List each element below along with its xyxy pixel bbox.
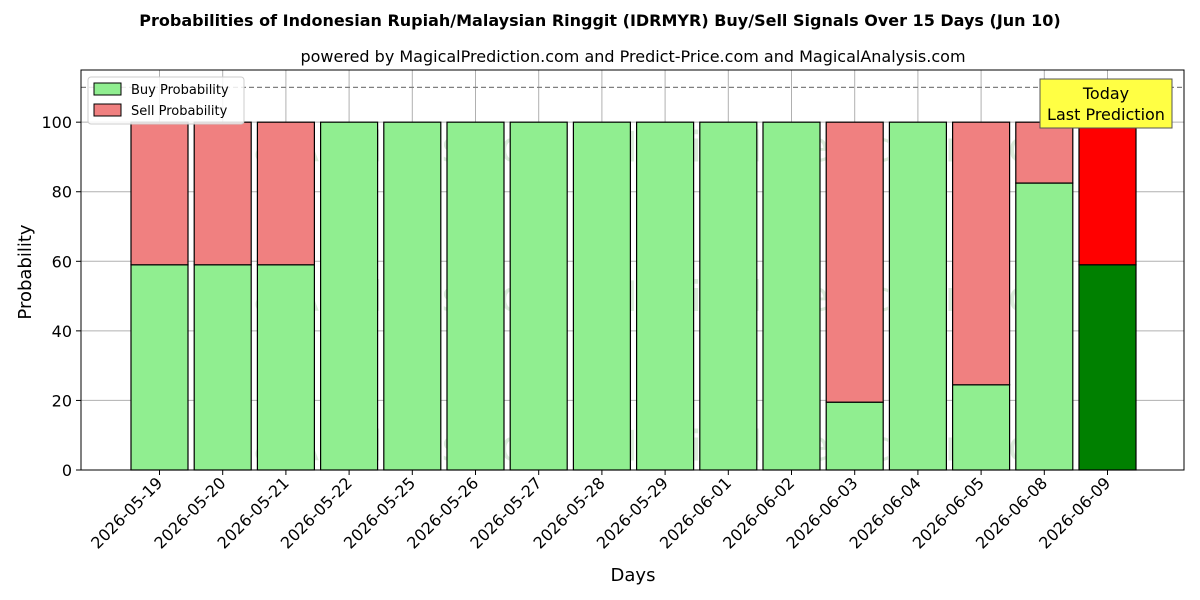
bar-buy xyxy=(572,121,632,471)
bar-buy xyxy=(256,264,315,471)
chart-subtitle: powered by MagicalPrediction.com and Pre… xyxy=(300,47,965,66)
y-tick-label: 100 xyxy=(41,113,72,132)
bar-buy xyxy=(1015,182,1074,471)
y-axis-ticks: 0 20 40 60 80 100 xyxy=(41,113,81,480)
bar-buy xyxy=(888,121,948,471)
bar-sell xyxy=(193,121,252,266)
x-axis-label: Days xyxy=(611,565,656,586)
annotation-box xyxy=(1039,78,1173,129)
x-axis-ticks: 2026-05-192026-05-202026-05-212026-05-22… xyxy=(87,470,1114,553)
legend-box xyxy=(87,76,245,125)
bar-buy xyxy=(635,121,695,471)
bar-sell xyxy=(1015,121,1074,184)
bar-buy xyxy=(762,121,821,471)
bar-buy xyxy=(699,121,758,471)
chart-title: Probabilities of Indonesian Rupiah/Malay… xyxy=(139,11,1060,30)
bar-buy xyxy=(1078,264,1137,471)
bar-buy xyxy=(320,121,379,471)
y-tick-label: 40 xyxy=(52,322,72,341)
y-tick-label: 60 xyxy=(52,252,72,271)
bar-sell xyxy=(1078,121,1137,266)
bar-sell xyxy=(256,121,315,266)
bar-buy xyxy=(825,401,884,471)
bar-buy xyxy=(951,384,1011,471)
bar-buy xyxy=(509,121,568,471)
bar-buy xyxy=(130,264,189,471)
bar-layer xyxy=(130,121,1137,471)
legend-label-buy: Buy Probability xyxy=(131,83,229,98)
annotation-line1: Today xyxy=(1082,84,1129,103)
annotation-line2: Last Prediction xyxy=(1047,105,1165,124)
legend: Buy Probability Sell Probability xyxy=(87,76,245,125)
today-annotation: Today Last Prediction xyxy=(1039,78,1173,129)
bar-sell xyxy=(825,121,884,403)
bar-sell xyxy=(130,121,189,266)
bar-buy xyxy=(383,121,442,471)
bar-buy xyxy=(193,264,252,471)
legend-swatch-sell xyxy=(93,103,122,117)
y-axis-label: Probability xyxy=(15,224,36,319)
y-tick-label: 0 xyxy=(62,461,72,480)
plot-frame xyxy=(80,69,1185,471)
legend-label-sell: Sell Probability xyxy=(131,104,228,119)
y-tick-label: 20 xyxy=(52,391,72,410)
bar-buy xyxy=(446,121,505,471)
legend-swatch-buy xyxy=(93,82,122,96)
bar-sell xyxy=(951,121,1011,386)
y-tick-label: 80 xyxy=(52,183,72,202)
